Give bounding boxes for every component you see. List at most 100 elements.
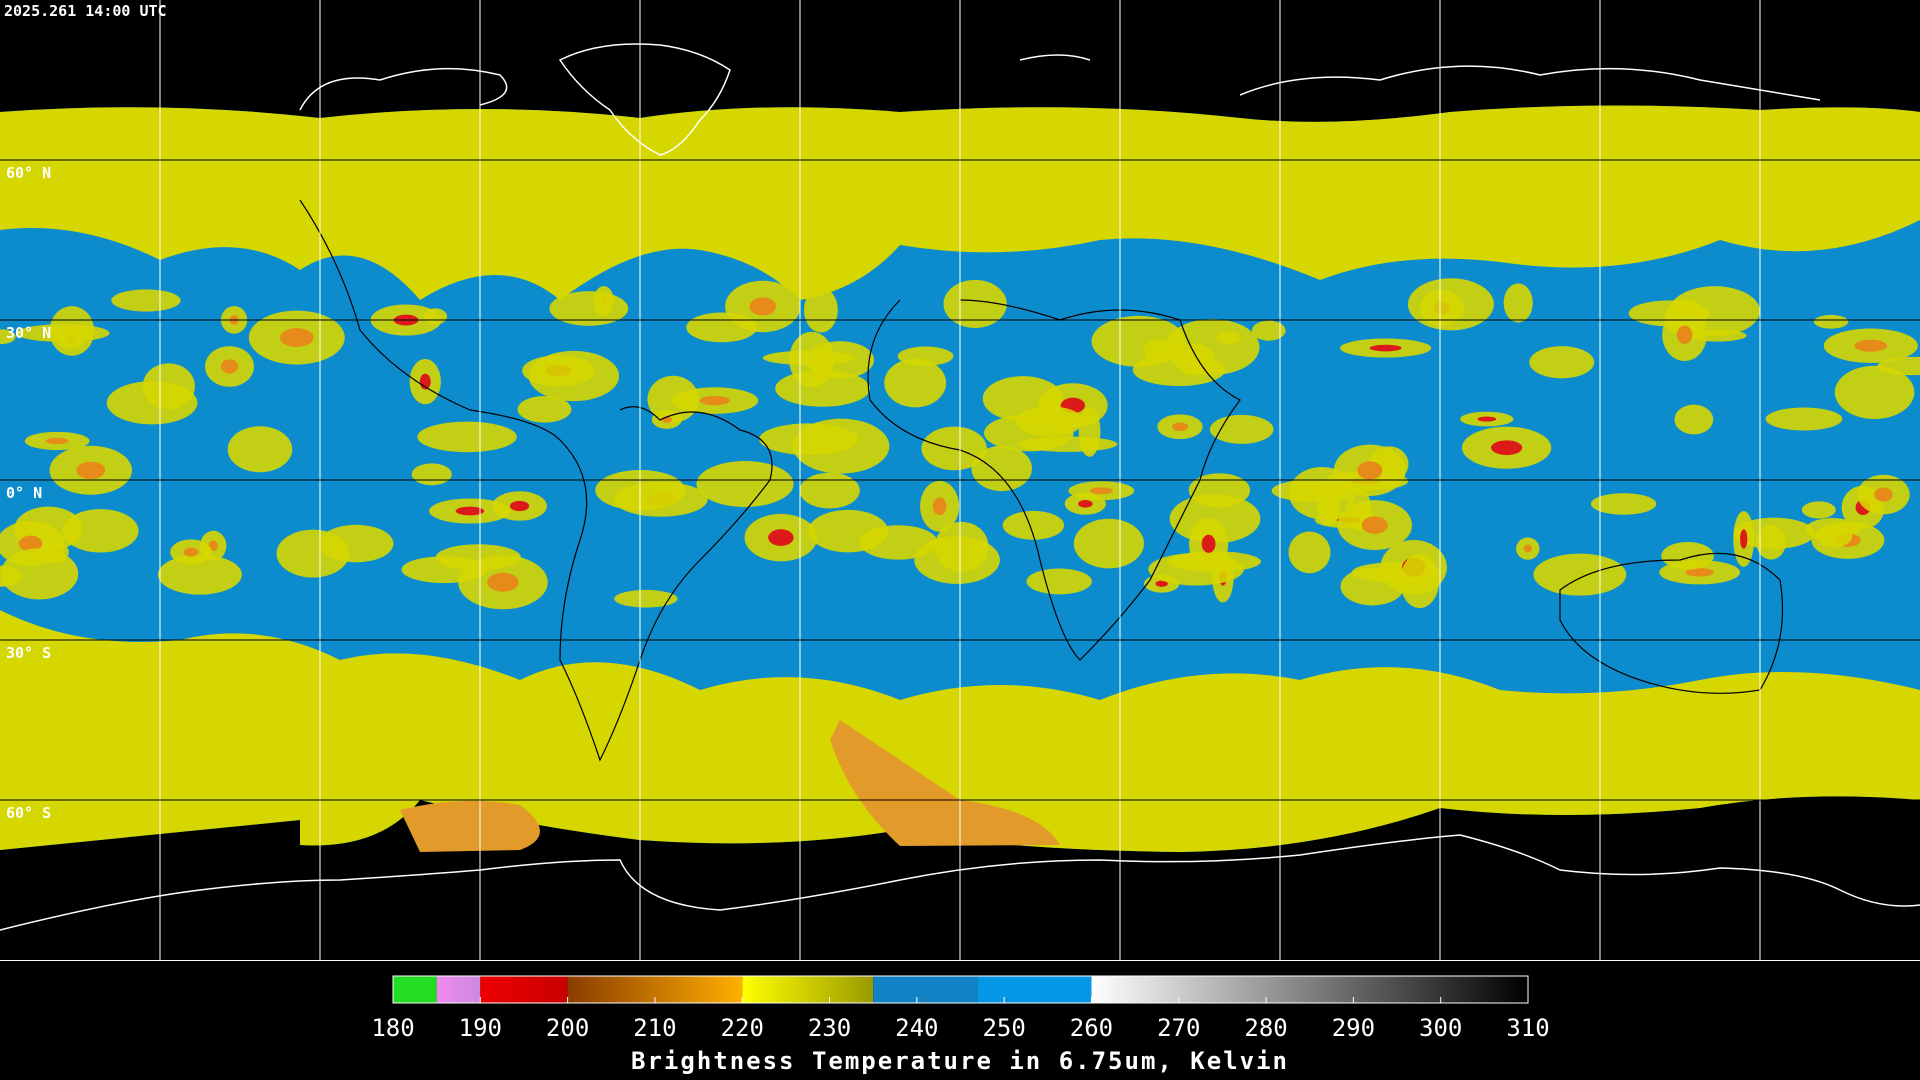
cloud-core	[455, 506, 485, 516]
cloud	[1002, 510, 1065, 540]
cloud-core	[1089, 487, 1113, 495]
cloud	[142, 363, 195, 410]
cloud	[884, 358, 947, 408]
cloud-core	[1685, 568, 1714, 577]
cloud-core	[1201, 534, 1216, 553]
cloud	[411, 463, 452, 486]
cloud	[1016, 406, 1084, 437]
cloud	[1590, 493, 1657, 515]
cloud-core	[1369, 344, 1402, 352]
cloud-core	[932, 497, 947, 516]
map-border	[0, 960, 1920, 961]
cloud	[1209, 414, 1274, 444]
timestamp: 2025.261 14:00 UTC	[4, 2, 167, 20]
cloud	[914, 536, 1000, 584]
cloud	[111, 289, 181, 312]
cloud	[943, 279, 1007, 328]
cloud	[686, 312, 758, 343]
cloud	[805, 341, 875, 379]
latitude-label: 60° S	[6, 804, 51, 822]
cloud	[1813, 314, 1849, 329]
colorbar-label: Brightness Temperature in 6.75um, Kelvin	[631, 1047, 1289, 1075]
cloud-core	[1477, 416, 1497, 422]
cloud	[1834, 365, 1915, 419]
cloud	[1661, 541, 1714, 570]
cloud-core	[1357, 461, 1383, 480]
colorbar-segment	[977, 976, 1092, 1003]
colorbar-tick-label: 250	[982, 1014, 1025, 1042]
cloud-core	[768, 529, 794, 546]
cloud	[62, 509, 139, 553]
cloud	[1143, 339, 1171, 364]
convective-clouds	[0, 278, 1920, 610]
cloud-core	[220, 359, 239, 374]
cloud	[759, 423, 858, 456]
cloud	[0, 329, 16, 344]
colorbar-tick-label: 280	[1244, 1014, 1287, 1042]
cloud	[799, 472, 860, 509]
cloud-core	[1523, 544, 1532, 553]
cloud	[1628, 300, 1711, 327]
cloud	[1503, 283, 1533, 323]
cloud	[417, 421, 517, 453]
cloud-core	[1490, 440, 1523, 456]
cloud	[1674, 404, 1714, 435]
latitude-label: 30° S	[6, 644, 51, 662]
colorbar-tick-label: 260	[1070, 1014, 1113, 1042]
cloud-core	[1740, 529, 1748, 549]
cloud	[0, 548, 79, 600]
cloud	[549, 291, 629, 326]
cloud	[1251, 320, 1286, 341]
colorbar-tick-label: 200	[546, 1014, 589, 1042]
cloud-core	[183, 547, 199, 557]
cloud-core	[509, 500, 530, 512]
colorbar-segment	[1091, 976, 1528, 1003]
cloud-core	[1155, 580, 1168, 587]
cloud-core	[45, 437, 69, 445]
cloud-core	[487, 572, 519, 592]
cloud	[1407, 278, 1494, 331]
colorbar-segment	[742, 976, 874, 1003]
cloud	[1073, 518, 1144, 569]
colorbar-segment	[393, 976, 437, 1003]
colorbar-tick-label: 220	[721, 1014, 764, 1042]
cloud	[1533, 553, 1627, 596]
colorbar-tick-label: 300	[1419, 1014, 1462, 1042]
graticule: 60° N 30° N 0° N 30° S 60° S	[6, 0, 1761, 960]
cloud	[1815, 524, 1853, 548]
coastline-greenland	[558, 43, 731, 156]
cloud-core	[18, 535, 43, 552]
cloud	[1165, 319, 1260, 376]
cloud	[696, 461, 794, 507]
cloud	[49, 306, 95, 356]
cloud	[1316, 482, 1341, 527]
coastline-continents	[299, 199, 1784, 762]
colorbar-segment	[480, 976, 568, 1003]
cloud	[1400, 553, 1440, 609]
colorbar-tick-label: 240	[895, 1014, 938, 1042]
cloud	[808, 509, 889, 553]
cloud	[1288, 531, 1331, 574]
colorbar-tick-label: 180	[371, 1014, 414, 1042]
cloud	[1148, 553, 1244, 586]
cloud-core	[1172, 422, 1188, 432]
coastline-arctic	[299, 54, 1821, 111]
cloud	[528, 350, 620, 402]
cloud	[647, 375, 699, 423]
coastline-antarctica	[0, 834, 1920, 931]
latitude-label: 0° N	[6, 484, 42, 502]
colorbar-tick-label: 290	[1332, 1014, 1375, 1042]
cloud	[318, 524, 394, 563]
cloud	[1529, 346, 1595, 379]
cloud-core	[1078, 499, 1093, 508]
colorbar-tick-label: 270	[1157, 1014, 1200, 1042]
cloud-core	[76, 461, 106, 479]
cloud	[1026, 568, 1092, 595]
cloud-core	[699, 395, 730, 406]
cloud	[157, 554, 242, 595]
cloud-core	[1874, 487, 1893, 502]
latitude-label: 60° N	[6, 164, 51, 182]
cloud-core	[749, 297, 776, 316]
cloud	[804, 287, 838, 333]
